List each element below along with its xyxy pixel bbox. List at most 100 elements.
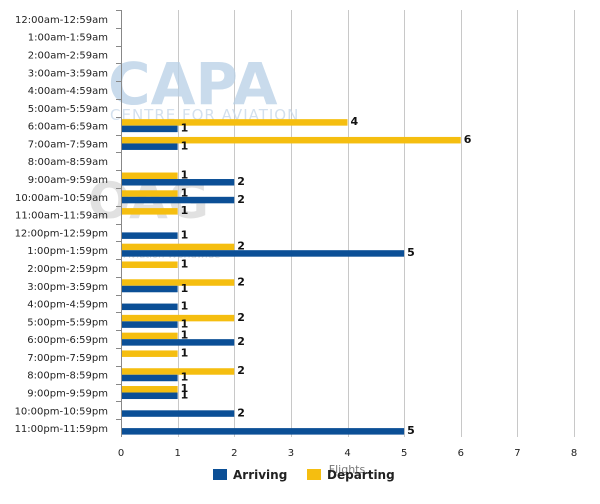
data-label-arriving: 1: [181, 300, 189, 313]
legend-label-departing: Departing: [327, 468, 395, 482]
category-label: 9:00am-9:59am: [28, 175, 108, 186]
x-tick-label: 2: [231, 448, 237, 459]
legend: Arriving Departing: [213, 468, 395, 482]
bar-departing: [122, 136, 461, 144]
category-label: 2:00am-2:59am: [28, 50, 108, 61]
data-label-arriving: 2: [237, 193, 245, 206]
bar-departing: [122, 332, 178, 340]
category-label: 1:00am-1:59am: [28, 33, 108, 44]
bar-arriving: [122, 143, 178, 150]
x-tick-label: 4: [344, 448, 350, 459]
category-label: 1:00pm-1:59pm: [27, 246, 108, 257]
data-label-departing: 4: [351, 115, 359, 128]
bar-arriving: [122, 179, 235, 186]
bar-arriving: [122, 410, 235, 417]
data-label-arriving: 5: [407, 246, 415, 259]
legend-label-arriving: Arriving: [233, 468, 287, 482]
category-label: 3:00pm-3:59pm: [27, 282, 108, 293]
x-tick-label: 8: [571, 448, 577, 459]
x-tick-label: 7: [514, 448, 520, 459]
grid-layer: [121, 10, 575, 437]
bar-departing: [122, 350, 178, 357]
data-label-departing: 1: [181, 346, 189, 359]
category-label: 2:00pm-2:59pm: [27, 264, 108, 275]
data-label-departing: 1: [181, 204, 189, 217]
bar-departing: [122, 314, 235, 322]
labels-layer: 12:00am-12:59am 1:00am-1:59am 2:00am-2:59a…: [15, 15, 472, 437]
category-label: 5:00pm-5:59pm: [27, 317, 108, 328]
x-tick-label: 1: [174, 448, 180, 459]
data-label-arriving: 5: [407, 424, 415, 437]
bar-arriving: [122, 392, 178, 400]
category-label: 5:00am-5:59am: [28, 104, 108, 115]
category-label: 10:00pm-10:59pm: [15, 406, 108, 417]
bar-arriving: [122, 428, 405, 435]
x-tick-label: 5: [401, 448, 407, 459]
data-label-departing: 2: [237, 240, 245, 253]
data-label-arriving: 1: [181, 139, 189, 152]
category-label: 11:00am-11:59am: [15, 211, 108, 222]
legend-swatch-departing: [307, 469, 321, 480]
bar-arriving: [122, 321, 178, 328]
x-tick-label: 0: [118, 448, 124, 459]
data-label-arriving: 1: [181, 282, 189, 295]
data-label-arriving: 1: [181, 389, 189, 402]
axis-layer: Flights 0 1 2 3 4 5 6 7 8: [116, 10, 577, 476]
category-label: 7:00pm-7:59pm: [27, 353, 108, 364]
bar-departing: [122, 190, 178, 197]
bar-departing: [122, 261, 178, 268]
bar-arriving: [122, 250, 405, 257]
data-label-departing: 1: [181, 382, 189, 395]
bar-arriving: [122, 285, 178, 293]
data-label-departing: 1: [181, 257, 189, 270]
capa-watermark-title: CAPA: [108, 50, 278, 118]
data-label-arriving: 1: [181, 228, 189, 241]
category-label: 10:00am-10:59am: [15, 193, 108, 204]
category-label: 11:00pm-11:59pm: [15, 424, 108, 435]
data-label-departing: 2: [237, 364, 245, 377]
category-label: 7:00am-7:59am: [28, 139, 108, 150]
category-label: 12:00pm-12:59pm: [15, 228, 108, 239]
bar-arriving: [122, 232, 178, 239]
legend-swatch-arriving: [213, 469, 227, 480]
x-tick-label: 6: [458, 448, 464, 459]
data-label-departing: 1: [181, 186, 189, 199]
category-label: 3:00am-3:59am: [28, 68, 108, 79]
data-label-arriving: 1: [181, 122, 189, 135]
category-label: 6:00am-6:59am: [28, 122, 108, 133]
x-tick-label: 3: [288, 448, 294, 459]
data-label-arriving: 1: [181, 371, 189, 384]
category-label: 8:00am-8:59am: [28, 157, 108, 168]
data-label-arriving: 2: [237, 335, 245, 348]
category-label: 9:00pm-9:59pm: [27, 389, 108, 400]
x-axis-title: Flights: [329, 463, 366, 476]
data-label-departing: 1: [181, 329, 189, 342]
bar-departing: [122, 172, 178, 180]
bar-arriving: [122, 303, 178, 311]
data-label-arriving: 2: [237, 175, 245, 188]
category-label: 12:00am-12:59am: [15, 15, 108, 26]
data-label-departing: 1: [181, 169, 189, 182]
bar-arriving: [122, 125, 178, 133]
bar-departing: [122, 243, 235, 251]
bar-arriving: [122, 196, 235, 204]
bar-departing: [122, 368, 235, 375]
bar-arriving: [122, 374, 178, 382]
data-label-arriving: 1: [181, 317, 189, 330]
bar-departing: [122, 208, 178, 215]
data-label-arriving: 2: [237, 406, 245, 419]
category-label: 6:00pm-6:59pm: [27, 335, 108, 346]
bars-layer: [122, 119, 461, 435]
data-label-departing: 6: [464, 133, 472, 146]
bar-departing: [122, 119, 348, 126]
bar-departing: [122, 386, 178, 393]
category-label: 4:00am-4:59am: [28, 86, 108, 97]
data-label-departing: 2: [237, 311, 245, 324]
bar-arriving: [122, 339, 235, 346]
category-label: 8:00pm-8:59pm: [27, 371, 108, 382]
category-label: 4:00pm-4:59pm: [27, 300, 108, 311]
data-label-departing: 2: [237, 275, 245, 288]
bar-departing: [122, 279, 235, 286]
